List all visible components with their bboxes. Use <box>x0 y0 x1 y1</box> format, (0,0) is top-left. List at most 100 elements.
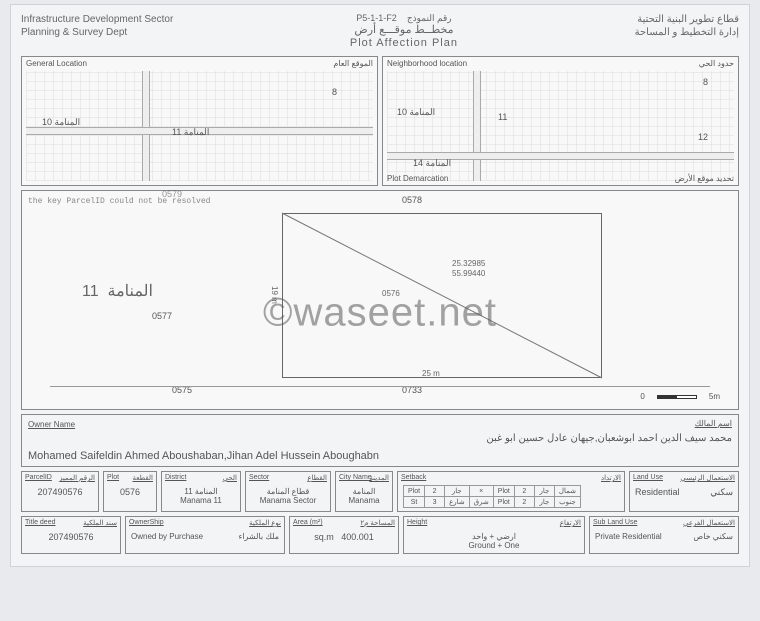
label: Setback <box>401 474 426 481</box>
sublanduse-box: Sub Land Use الاستعمال الفرعي Private Re… <box>589 516 739 554</box>
sublanduse-val: Private Residential سكني خاص <box>595 532 733 541</box>
map-general-label-ar: الموقع العام <box>333 59 373 68</box>
info-row-2: Title deed سند الملكية 207490576 OwnerSh… <box>21 516 739 554</box>
map-block-num: 8 <box>332 87 337 97</box>
cell: 3 <box>425 497 445 508</box>
label: City Name <box>339 474 372 481</box>
label-ar: سند الملكية <box>83 519 117 527</box>
map-block-label: المنامة 10 <box>397 107 435 118</box>
cell: جنوب <box>554 497 580 508</box>
area-val: sq.m 400.001 <box>295 532 393 542</box>
header-title: P5-1-1-F2 رقم النموذج مخطــط موقـــع أرض… <box>350 13 458 50</box>
demarcation-label-en: Plot Demarcation <box>387 174 448 183</box>
scale-seg-icon <box>657 395 697 399</box>
label-ar: المساحة م٢ <box>360 519 395 527</box>
ownership-val: Owned by Purchase ملك بالشراء <box>131 532 279 541</box>
info-row-1: ParcelID الرقم المميز 207490576 Plot الق… <box>21 471 739 512</box>
label: Sub Land Use <box>593 519 637 526</box>
cell: جار <box>534 497 554 508</box>
district-val: المنامة 11 Manama 11 <box>167 487 235 505</box>
road-label: 0579 <box>162 189 182 199</box>
height-box: Height الارتفاع ارضي + واحد Ground + One <box>403 516 585 554</box>
scale-0: 0 <box>640 392 644 401</box>
val-ar: ارضي + واحد <box>409 532 579 541</box>
cell: Plot <box>493 497 514 508</box>
landuse-box: Land Use الاستعمال الرئيسي Residential س… <box>629 471 739 512</box>
val-ar: المنامة 11 <box>167 487 235 496</box>
road-line-icon <box>50 386 710 387</box>
label: Land Use <box>633 474 663 481</box>
owner-label-ar: اسم المالك <box>695 419 732 428</box>
label-ar: القطاع <box>307 474 327 482</box>
label-ar: الرقم المميز <box>59 474 95 482</box>
road-label: 0578 <box>402 195 422 205</box>
val-en: Manama 11 <box>167 496 235 505</box>
label-ar: الارتفاع <box>560 519 581 527</box>
setback-box: Setback الارتداد Plot 2 جار × Plot 2 جار… <box>397 471 625 512</box>
form-code-row: P5-1-1-F2 رقم النموذج <box>350 13 458 24</box>
val-ar: المنامة <box>341 487 387 496</box>
val-en: Residential <box>635 487 680 498</box>
deed-box: Title deed سند الملكية 207490576 <box>21 516 121 554</box>
dept-line2: Planning & Survey Dept <box>21 26 173 39</box>
label-ar: القطعة <box>133 474 154 482</box>
manama-label-num: 11 <box>82 283 99 300</box>
plot-num-inside: 0576 <box>382 289 400 298</box>
road-label: 0577 <box>152 311 172 321</box>
ownership-box: OwnerShip نوع الملكية Owned by Purchase … <box>125 516 285 554</box>
form-code-label-ar: رقم النموذج <box>407 13 452 23</box>
map-road-icon <box>142 71 150 181</box>
map-neigh-label-en: Neighborhood location <box>387 59 467 68</box>
area-unit: sq.m <box>314 532 334 542</box>
dept-ar-line2: إدارة التخطيط و المساحة <box>635 26 739 39</box>
val-en: Manama <box>341 496 387 505</box>
cell: شارع <box>445 497 470 508</box>
sector-val: قطاع المنامة Manama Sector <box>251 487 325 505</box>
label: Height <box>407 519 427 526</box>
district-box: District الحي المنامة 11 Manama 11 <box>161 471 241 512</box>
city-box: City Name المدينة المنامة Manama <box>335 471 393 512</box>
map-block-label: المنامة 10 <box>42 117 80 128</box>
map-general: General Location الموقع العام المنامة 10… <box>21 56 378 186</box>
plot-diagram: the key ParcelID could not be resolved 0… <box>21 190 739 410</box>
dim-width: 25 m <box>422 369 440 378</box>
scale-5: 5m <box>709 392 720 401</box>
deed-val: 207490576 <box>27 532 115 542</box>
label: Plot <box>107 474 119 481</box>
maps-row: General Location الموقع العام المنامة 10… <box>21 56 739 186</box>
cell: جار <box>534 486 554 497</box>
header-dept: Infrastructure Development Sector Planni… <box>21 13 173 50</box>
label-ar: الحي <box>223 474 237 482</box>
title-ar: مخطــط موقـــع أرض <box>350 24 458 37</box>
owner-box: Owner Name اسم المالك محمد سيف الدين احم… <box>21 414 739 467</box>
document-page: Infrastructure Development Sector Planni… <box>10 4 750 567</box>
label: Title deed <box>25 519 55 526</box>
label-ar: الاستعمال الفرعي <box>683 519 735 527</box>
label: Sector <box>249 474 269 481</box>
form-code: P5-1-1-F2 <box>356 13 397 23</box>
map-neigh-label-ar: حدود الحي <box>699 59 734 68</box>
area-box: Area (m²) المساحة م٢ sq.m 400.001 <box>289 516 399 554</box>
map-neighborhood: Neighborhood location حدود الحي المنامة … <box>382 56 739 186</box>
cell: Plot <box>404 486 425 497</box>
map-block-label: المنامة 14 <box>413 158 451 169</box>
val-ar: ملك بالشراء <box>238 532 279 541</box>
cell: شرق <box>469 497 493 508</box>
val-en: Private Residential <box>595 532 662 541</box>
cell: جار <box>445 486 470 497</box>
owner-name-ar: محمد سيف الدين احمد ابوشعبان,جيهان عادل … <box>28 433 732 444</box>
map-block-label: المنامة 11 <box>172 127 209 138</box>
label-ar: نوع الملكية <box>249 519 281 527</box>
height-val: ارضي + واحد Ground + One <box>409 532 579 550</box>
map-general-label-en: General Location <box>26 59 87 68</box>
val-en: Owned by Purchase <box>131 532 203 541</box>
title-en: Plot Affection Plan <box>350 37 458 50</box>
cell: 2 <box>425 486 445 497</box>
scale-bar: 0 5m <box>640 392 720 401</box>
label: Area (m²) <box>293 519 323 526</box>
owner-label-en: Owner Name <box>28 420 75 429</box>
manama-label: المنامة 11 <box>82 281 153 301</box>
cell: 2 <box>514 497 534 508</box>
val-en: Ground + One <box>409 541 579 550</box>
header-dept-ar: قطاع تطوير البنية التحتية إدارة التخطيط … <box>635 13 739 50</box>
